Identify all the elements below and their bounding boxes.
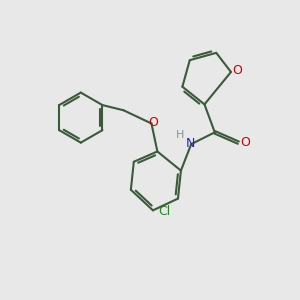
Text: N: N (186, 137, 195, 150)
Text: O: O (148, 116, 158, 128)
Text: O: O (240, 136, 250, 149)
Text: H: H (176, 130, 184, 140)
Text: Cl: Cl (158, 205, 170, 218)
Text: O: O (232, 64, 242, 77)
